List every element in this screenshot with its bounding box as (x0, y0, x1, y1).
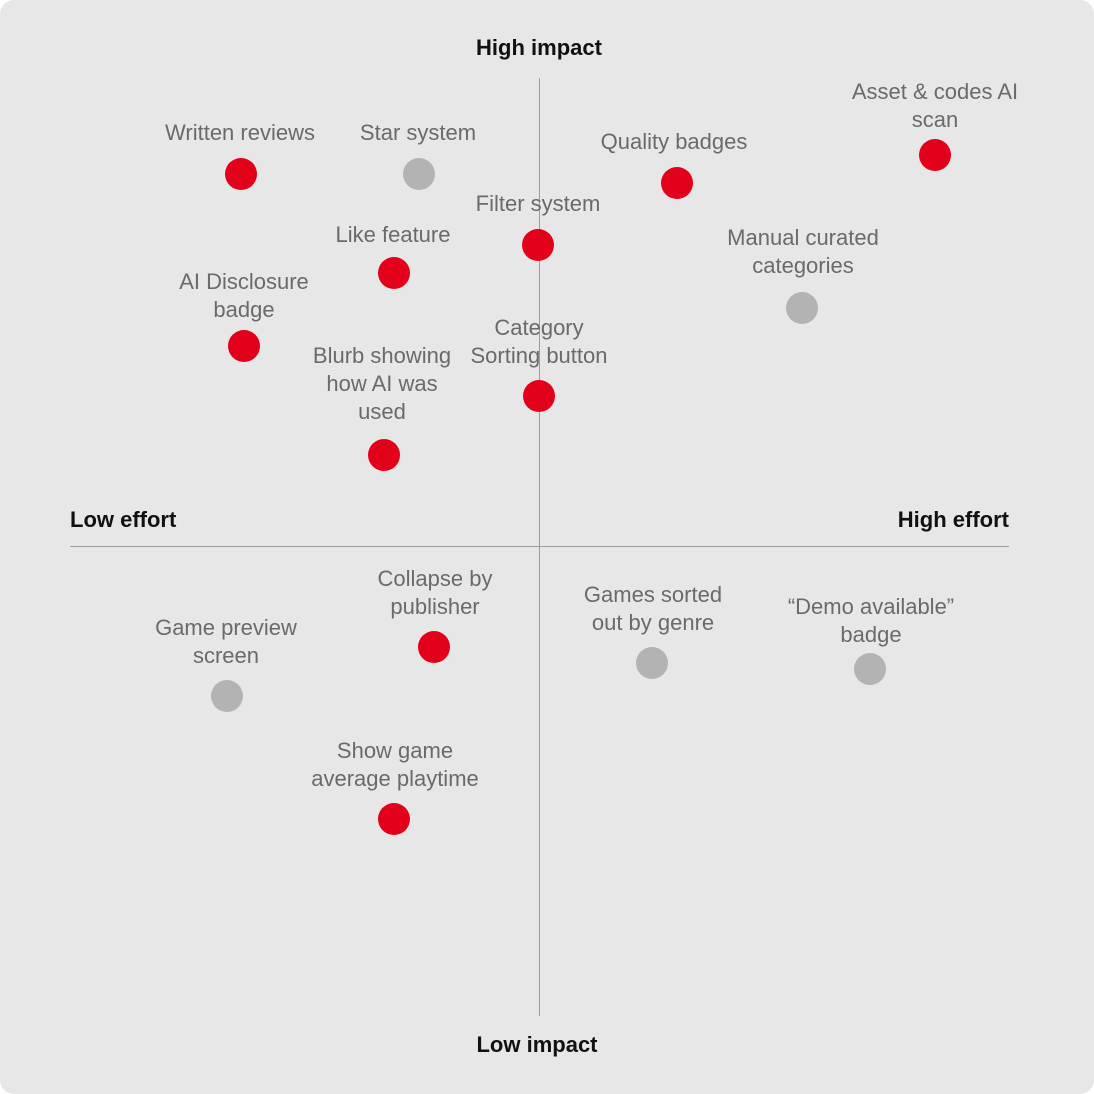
axis-label-high-effort: High effort (897, 507, 1009, 532)
axis-label-high-impact: High impact (476, 35, 602, 60)
item-label-asset-codes-ai-scan: Asset & codes AI scan (851, 79, 1019, 132)
item-dot-show-average-playtime (378, 803, 410, 835)
item-label-filter-system: Filter system (475, 191, 601, 216)
item-dot-game-preview-screen (211, 680, 243, 712)
item-dot-demo-available-badge (854, 653, 886, 685)
axis-label-low-effort: Low effort (70, 507, 177, 532)
item-dot-category-sorting-button (523, 380, 555, 412)
item-dot-star-system (403, 158, 435, 190)
item-label-manual-curated-categories: Manual curated categories (727, 225, 879, 278)
item-label-games-sorted-by-genre: Games sorted out by genre (583, 582, 723, 635)
item-label-demo-available-badge: “Demo available” badge (787, 594, 955, 647)
item-label-blurb-how-ai-used: Blurb showing how AI was used (312, 343, 452, 424)
axis-label-low-impact: Low impact (476, 1032, 598, 1057)
item-label-written-reviews: Written reviews (165, 120, 315, 145)
horizontal-axis (70, 546, 1009, 547)
item-dot-asset-codes-ai-scan (919, 139, 951, 171)
item-label-collapse-by-publisher: Collapse by publisher (377, 566, 493, 619)
item-label-star-system: Star system (359, 120, 477, 145)
item-dot-quality-badges (661, 167, 693, 199)
item-dot-filter-system (522, 229, 554, 261)
item-dot-games-sorted-by-genre (636, 647, 668, 679)
item-dot-collapse-by-publisher (418, 631, 450, 663)
item-label-quality-badges: Quality badges (600, 129, 748, 154)
item-label-category-sorting-button: Category Sorting button (470, 315, 608, 368)
vertical-axis (539, 78, 540, 1016)
item-label-show-average-playtime: Show game average playtime (311, 738, 479, 791)
item-dot-manual-curated-categories (786, 292, 818, 324)
item-dot-like-feature (378, 257, 410, 289)
item-label-game-preview-screen: Game preview screen (155, 615, 297, 668)
item-dot-blurb-how-ai-used (368, 439, 400, 471)
item-dot-written-reviews (225, 158, 257, 190)
item-label-ai-disclosure-badge: AI Disclosure badge (179, 269, 309, 322)
item-label-like-feature: Like feature (335, 222, 451, 247)
item-dot-ai-disclosure-badge (228, 330, 260, 362)
